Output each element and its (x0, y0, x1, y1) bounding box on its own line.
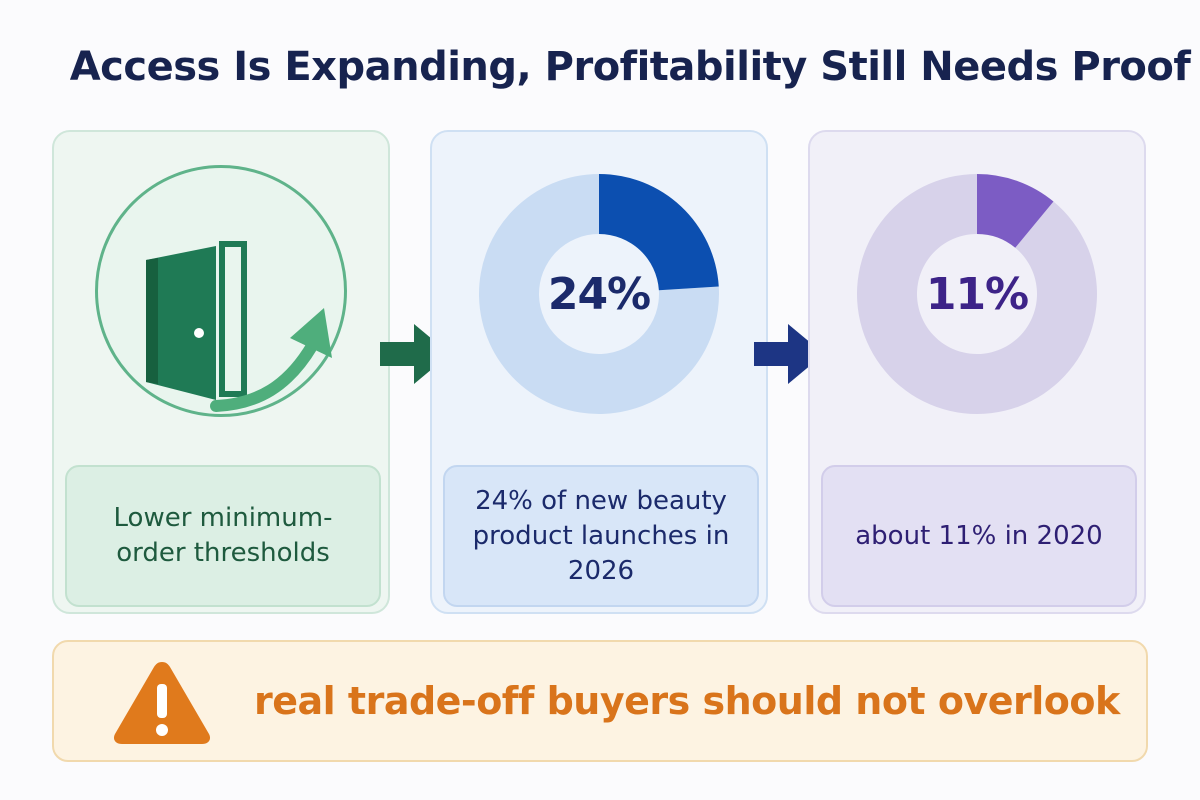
donut-chart-2026 (479, 174, 719, 414)
donut-value-label: 24% (547, 268, 651, 320)
panel-access: Lower minimum-order thresholds (52, 130, 390, 614)
donut-track (857, 174, 1097, 414)
page-title: Access Is Expanding, Profitability Still… (69, 44, 1191, 90)
panel-2026-share: 24% 24% of new beauty product launches i… (430, 130, 768, 614)
caption-2026: 24% of new beauty product launches in 20… (443, 465, 759, 607)
warning-text: real trade-off buyers should not overloo… (254, 679, 1120, 723)
caption-2020: about 11% in 2020 (821, 465, 1137, 607)
door-arrow-icon (95, 165, 347, 417)
donut-track (479, 174, 719, 414)
panel-2020-share: 11% about 11% in 2020 (808, 130, 1146, 614)
right-arrow-icon (754, 324, 824, 384)
donut-value-label: 11% (925, 268, 1029, 320)
donut-chart-2020 (857, 174, 1097, 414)
caption-thresholds: Lower minimum-order thresholds (65, 465, 381, 607)
warning-triangle-icon (113, 662, 211, 744)
right-arrow-icon (380, 324, 450, 384)
donut-slice-share (599, 174, 719, 291)
donut-slice-share (977, 174, 1054, 248)
warning-banner: real trade-off buyers should not overloo… (52, 640, 1148, 762)
